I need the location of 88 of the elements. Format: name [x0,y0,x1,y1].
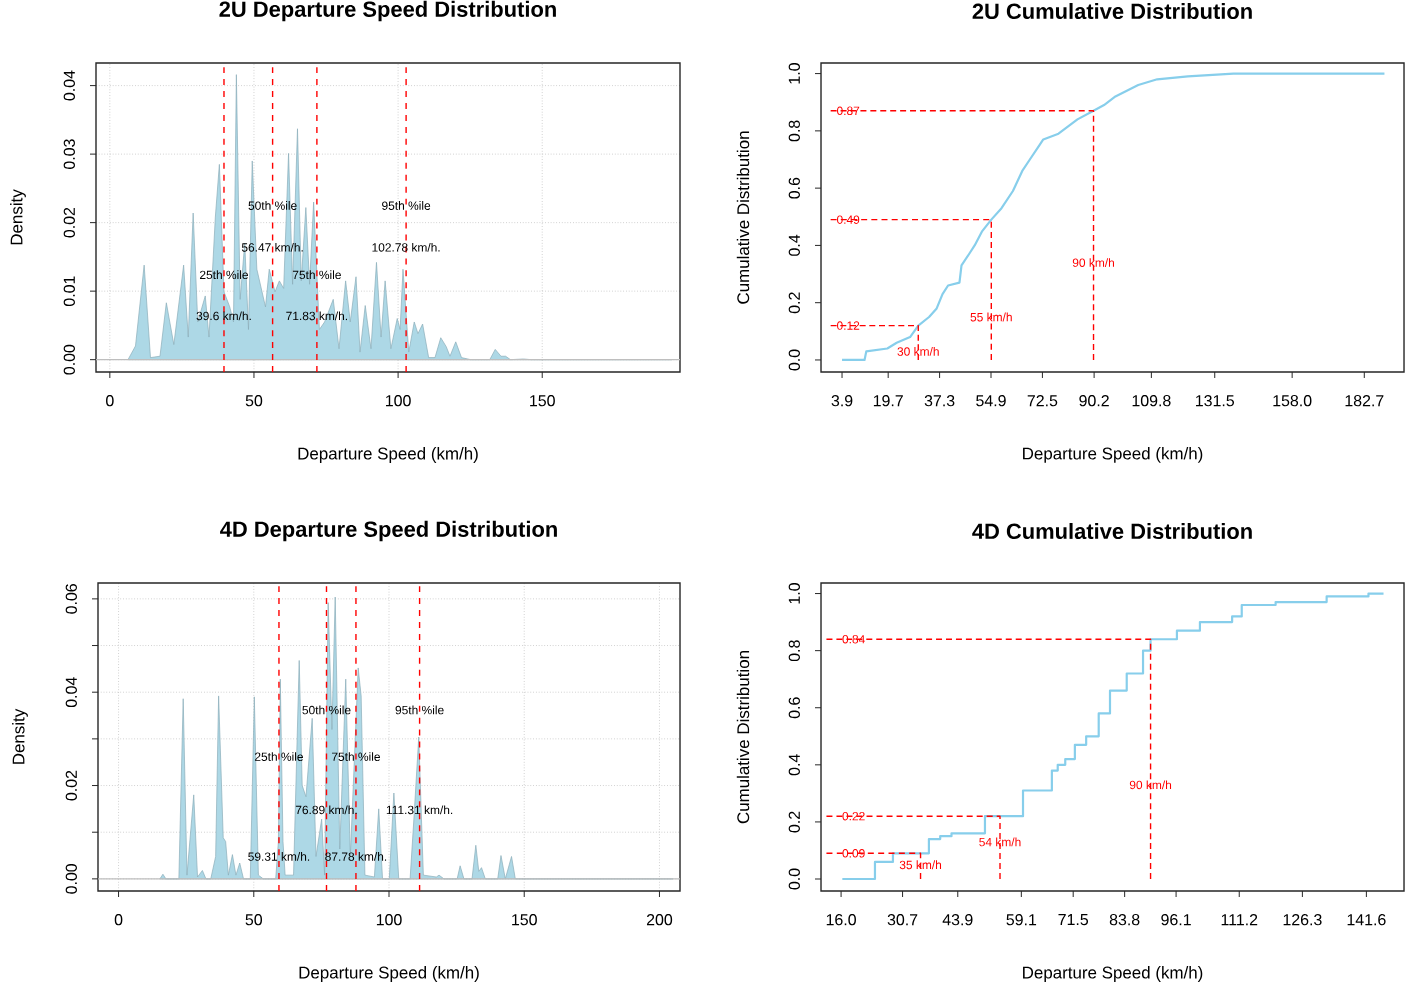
annotation: 0.12 [837,321,860,330]
chart-title: 4D Cumulative Distribution [972,523,1252,540]
annotation: 95th %ile [395,705,444,715]
y-axis-title: Cumulative Distribution [736,651,750,824]
x-tick-label: 200 [646,914,673,926]
x-tick-label: 126.3 [1283,914,1322,926]
annotation: 0.84 [842,635,865,644]
annotation: 35 km/h [899,860,942,870]
annotation: 87.78 km/h. [325,852,387,861]
x-tick-label: 150 [530,395,555,407]
y-tick-label: 0.0 [788,349,800,371]
annotation: 71.83 km/h. [286,311,348,321]
x-tick-label: 37.3 [924,395,955,407]
annotation: 50th %ile [248,201,297,210]
y-tick-label: 0.01 [63,276,75,307]
x-tick-label: 50 [245,914,263,926]
y-tick-label: 0.06 [65,584,77,614]
x-tick-label: 111.2 [1221,914,1258,926]
annotation: 0.87 [837,106,860,116]
x-tick-label: 71.5 [1058,914,1089,926]
annotation: 59.31 km/h. [248,852,310,861]
y-tick-label: 0.8 [788,120,800,142]
x-tick-label: 54.9 [976,395,1006,407]
y-tick-label: 0.02 [63,207,75,238]
annotation: 76.89 km/h. [295,805,357,815]
y-tick-label: 0.00 [63,344,75,375]
x-tick-label: 83.8 [1109,914,1140,926]
x-tick-label: 0 [114,914,123,926]
x-tick-label: 0 [106,395,114,407]
annotation: 25th %ile [254,752,303,761]
x-tick-label: 19.7 [873,395,903,407]
x-tick-label: 158.0 [1273,395,1312,407]
x-tick-label: 90.2 [1079,395,1109,407]
annotation: 39.6 km/h. [196,311,251,321]
x-tick-label: 182.7 [1345,395,1384,407]
annotation: 25th %ile [199,270,249,280]
y-tick-label: 1.0 [788,63,800,84]
y-tick-label: 0.02 [65,770,77,801]
annotation: 0.22 [842,811,865,821]
y-tick-label: 0.00 [65,863,77,894]
x-tick-label: 96.1 [1161,914,1191,926]
y-tick-label: 0.03 [63,139,75,169]
y-axis-title: Density [12,708,28,764]
annotation: 56.47 km/h. [241,242,303,252]
x-axis-title: Departure Speed (km/h) [1023,966,1203,982]
y-tick-label: 0.0 [788,868,800,890]
x-tick-label: 100 [376,914,402,926]
x-axis-title: Departure Speed (km/h) [298,447,478,463]
y-tick-label: 0.6 [788,697,800,719]
x-tick-label: 150 [512,914,537,926]
annotation: 75th %ile [331,752,380,761]
x-tick-label: 59.1 [1006,914,1037,926]
annotation: 30 km/h [897,346,939,356]
y-axis-title: Density [10,189,26,245]
annotation: 50th %ile [302,705,351,715]
annotation: 102.78 km/h. [372,242,440,252]
chart-title: 2U Departure Speed Distribution [219,0,556,22]
annotation: 90 km/h [1072,258,1114,267]
x-tick-label: 50 [245,395,263,407]
annotation: 111.31 km/h. [386,805,453,815]
x-tick-label: 131.5 [1196,395,1235,407]
y-tick-label: 0.4 [788,234,800,256]
x-tick-label: 109.8 [1132,395,1171,407]
x-tick-label: 100 [386,395,411,407]
chart-title: 4D Departure Speed Distribution [220,520,557,542]
x-tick-label: 43.9 [942,914,973,926]
x-tick-label: 72.5 [1027,395,1058,407]
y-axis-title: Cumulative Distribution [736,131,750,304]
y-tick-label: 0.6 [788,177,800,199]
annotation: 75th %ile [292,270,341,280]
x-tick-label: 30.7 [887,914,918,926]
annotation: 95th %ile [382,201,431,210]
y-tick-label: 1.0 [788,583,800,604]
chart-title: 2U Cumulative Distribution [972,2,1252,20]
x-axis-title: Departure Speed (km/h) [1023,447,1203,463]
annotation: 0.09 [842,849,865,858]
y-tick-label: 0.04 [65,677,77,708]
y-tick-label: 0.2 [788,292,800,314]
x-axis-title: Departure Speed (km/h) [299,966,479,982]
y-tick-label: 0.4 [788,754,800,776]
y-tick-label: 0.2 [788,811,800,833]
x-tick-label: 3.9 [831,395,853,407]
y-tick-label: 0.8 [788,640,800,662]
x-tick-label: 141.6 [1347,914,1386,926]
annotation: 55 km/h [970,312,1012,322]
x-tick-label: 16.0 [826,914,856,926]
y-tick-label: 0.04 [63,70,75,101]
annotation: 54 km/h [979,837,1021,847]
